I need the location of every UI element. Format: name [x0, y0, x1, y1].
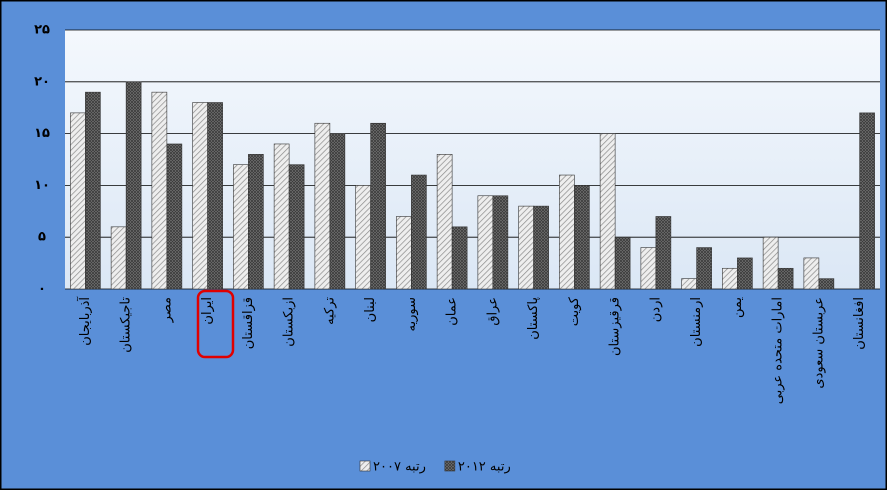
bar — [314, 122, 331, 290]
legend-label: رتبه ۲۰۰۷ — [373, 460, 426, 475]
highlight-box — [196, 289, 235, 359]
x-tick-label: ترکیه — [322, 297, 337, 325]
bar — [477, 195, 494, 290]
bar — [85, 91, 101, 290]
legend-swatch — [359, 460, 371, 472]
bar — [614, 236, 631, 290]
bar — [762, 236, 779, 290]
bar — [411, 174, 427, 290]
x-tick-label: تاجیکستان — [119, 297, 134, 353]
bar — [451, 226, 468, 290]
bar — [803, 257, 820, 290]
bar — [640, 247, 657, 290]
y-tick-label: ۱۰ — [34, 178, 50, 193]
bar — [533, 205, 549, 290]
legend-swatch — [444, 460, 456, 472]
x-tick-label: ارمنستان — [689, 297, 704, 347]
x-tick-label: آذربایجان — [76, 296, 93, 346]
bar — [492, 195, 509, 290]
bar — [192, 102, 208, 290]
bar — [329, 133, 346, 290]
x-tick-label: امارات متحده عربی — [771, 297, 786, 404]
bar — [436, 154, 453, 290]
bar — [110, 226, 127, 290]
legend-label: رتبه ۲۰۱۲ — [458, 460, 511, 475]
bar — [166, 143, 183, 290]
y-tick-label: ۰ — [38, 282, 46, 297]
x-tick-label: کویت — [567, 296, 582, 326]
y-tick-label: ۱۵ — [34, 126, 50, 141]
x-tick-label: اردن — [648, 297, 663, 322]
bar — [70, 112, 86, 290]
bar — [207, 102, 223, 290]
bar — [737, 257, 753, 290]
bar — [151, 91, 168, 290]
bar — [722, 267, 738, 290]
bar — [696, 247, 712, 290]
bar — [655, 216, 672, 290]
bar — [818, 278, 835, 290]
bar — [574, 185, 590, 290]
bar — [355, 185, 371, 290]
x-tick-label: سوریه — [404, 297, 419, 331]
x-tick-label: عربستان سعودی — [811, 297, 826, 389]
x-tick-label: افغانستان — [852, 297, 867, 350]
bar — [370, 122, 386, 290]
y-tick-label: ۵ — [38, 230, 46, 245]
bar — [518, 205, 534, 290]
x-tick-label: یمن — [730, 297, 745, 318]
x-tick-label: مصر — [159, 297, 174, 323]
bar — [125, 81, 142, 290]
bar — [288, 164, 305, 290]
bar — [859, 112, 875, 290]
bar — [248, 154, 264, 290]
x-tick-label: عمان — [445, 297, 460, 326]
bar — [681, 278, 697, 290]
bar — [273, 143, 290, 290]
x-tick-label: ازبکستان — [282, 297, 297, 347]
bar — [233, 164, 249, 290]
y-tick-label: ۲۵ — [34, 23, 50, 38]
bar — [396, 216, 412, 290]
bar — [599, 133, 616, 290]
x-tick-label: لبنان — [363, 297, 378, 322]
bar — [777, 267, 794, 290]
y-tick-label: ۲۰ — [34, 74, 50, 89]
x-tick-label: ایران — [200, 297, 215, 325]
plot-area — [65, 30, 880, 289]
x-tick-label: قرقیزستان — [608, 297, 623, 356]
bar — [559, 174, 575, 290]
x-tick-label: قزاقستان — [241, 297, 256, 349]
x-tick-label: عراق — [485, 297, 500, 326]
x-tick-label: پاکستان — [526, 297, 541, 340]
